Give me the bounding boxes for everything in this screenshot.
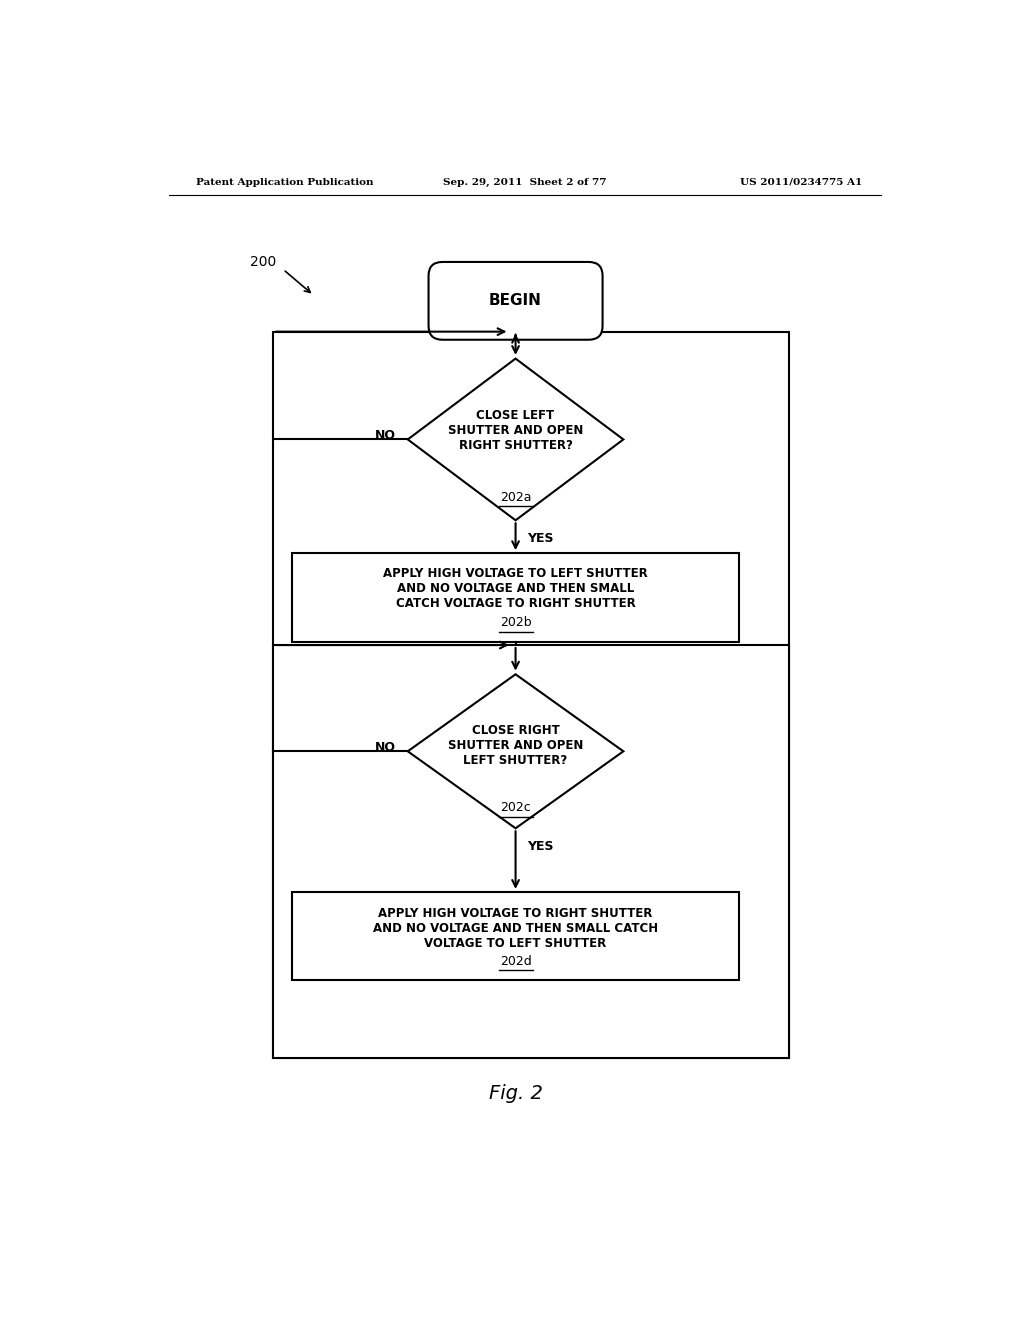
Text: YES: YES (527, 840, 554, 853)
Text: NO: NO (375, 429, 396, 442)
Text: Sep. 29, 2011  Sheet 2 of 77: Sep. 29, 2011 Sheet 2 of 77 (443, 178, 606, 186)
Text: 202c: 202c (500, 801, 530, 814)
Text: Fig. 2: Fig. 2 (488, 1085, 543, 1104)
Text: 202a: 202a (500, 491, 531, 504)
Bar (273, 331, 788, 1057)
Text: Patent Application Publication: Patent Application Publication (196, 178, 374, 186)
Text: APPLY HIGH VOLTAGE TO LEFT SHUTTER
AND NO VOLTAGE AND THEN SMALL
CATCH VOLTAGE T: APPLY HIGH VOLTAGE TO LEFT SHUTTER AND N… (383, 566, 648, 610)
Bar (292, 553, 739, 642)
Polygon shape (408, 675, 624, 829)
FancyBboxPatch shape (429, 261, 602, 339)
Text: 200: 200 (250, 255, 276, 269)
Text: CLOSE LEFT
SHUTTER AND OPEN
RIGHT SHUTTER?: CLOSE LEFT SHUTTER AND OPEN RIGHT SHUTTE… (447, 409, 584, 451)
Text: APPLY HIGH VOLTAGE TO RIGHT SHUTTER
AND NO VOLTAGE AND THEN SMALL CATCH
VOLTAGE : APPLY HIGH VOLTAGE TO RIGHT SHUTTER AND … (373, 907, 658, 950)
Text: NO: NO (375, 741, 396, 754)
Text: US 2011/0234775 A1: US 2011/0234775 A1 (739, 178, 862, 186)
Bar (292, 892, 739, 981)
Text: BEGIN: BEGIN (489, 293, 542, 309)
Polygon shape (408, 359, 624, 520)
Text: CLOSE RIGHT
SHUTTER AND OPEN
LEFT SHUTTER?: CLOSE RIGHT SHUTTER AND OPEN LEFT SHUTTE… (447, 723, 584, 767)
Bar (273, 645, 788, 1057)
Text: 202b: 202b (500, 616, 531, 628)
Text: YES: YES (527, 532, 554, 545)
Text: 202d: 202d (500, 954, 531, 968)
